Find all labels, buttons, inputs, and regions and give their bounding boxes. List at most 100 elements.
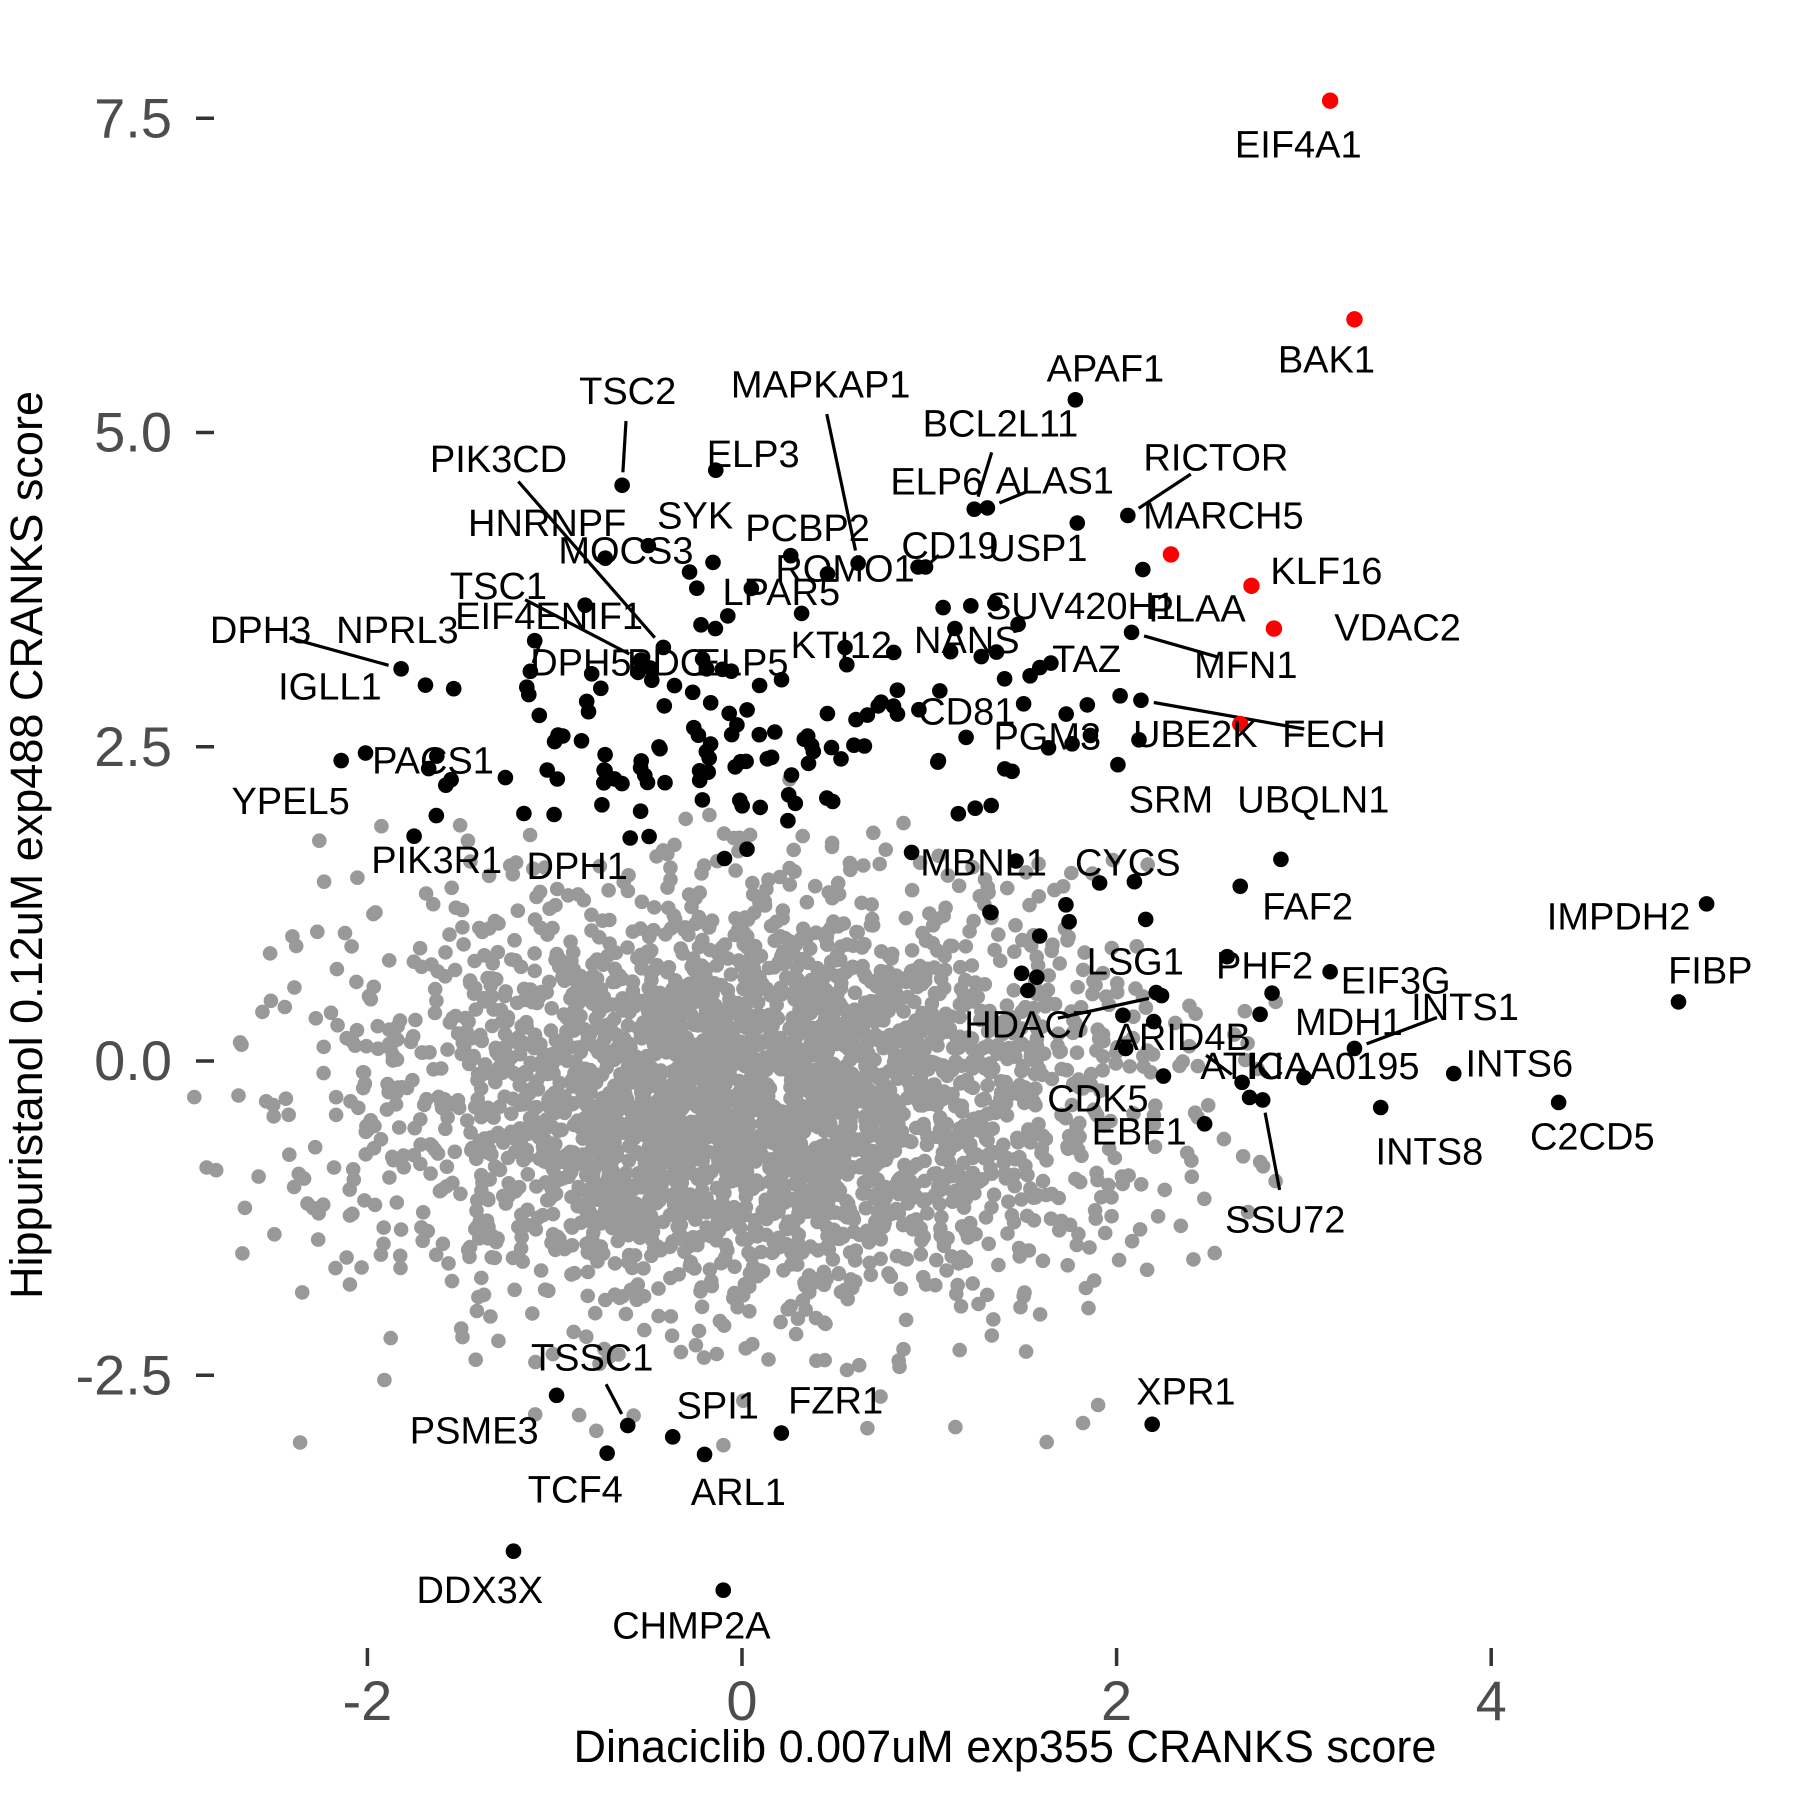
background-data-point: [1184, 1169, 1200, 1184]
background-data-point: [748, 1154, 763, 1169]
gene-label-MBNL1: MBNL1: [920, 842, 1047, 884]
background-data-point: [788, 1326, 804, 1342]
background-data-point: [691, 909, 707, 925]
background-data-point: [590, 1254, 605, 1269]
background-data-point: [1108, 1056, 1124, 1071]
background-data-point: [1157, 1182, 1172, 1198]
background-data-point: [589, 1020, 604, 1036]
gene-label-TSSC1: TSSC1: [531, 1338, 653, 1380]
label-leader-line: [289, 636, 390, 667]
background-data-point: [978, 1131, 994, 1147]
gene-label-INTS1: INTS1: [1411, 987, 1519, 1029]
background-data-point: [772, 1030, 788, 1046]
gene-point-BCL2L11: [966, 501, 983, 517]
label-leader-line: [517, 480, 657, 639]
background-data-point: [966, 1111, 981, 1127]
hit-data-point: [958, 729, 974, 746]
background-data-point: [1090, 1022, 1106, 1037]
background-data-point: [625, 1178, 640, 1194]
background-data-point: [893, 1281, 909, 1297]
background-data-point: [858, 1030, 874, 1045]
background-data-point: [887, 977, 903, 992]
gene-label-TCF4: TCF4: [528, 1470, 623, 1512]
background-data-point: [1200, 1098, 1216, 1113]
background-data-point: [636, 1148, 652, 1164]
background-data-point: [1039, 1153, 1054, 1168]
gene-point-EBF1: [1196, 1116, 1213, 1132]
background-data-point: [554, 1122, 569, 1138]
background-data-point: [618, 997, 634, 1012]
background-data-point: [965, 1276, 980, 1291]
background-data-point: [468, 1352, 484, 1367]
background-data-point: [910, 979, 925, 995]
background-data-point: [463, 854, 478, 869]
background-data-point: [905, 1222, 921, 1237]
background-data-point: [799, 1104, 815, 1120]
background-data-point: [529, 889, 544, 905]
gene-point-ARID4B: [1234, 1074, 1250, 1091]
background-data-point: [850, 1140, 866, 1156]
background-data-point: [592, 858, 608, 874]
background-data-point: [807, 878, 823, 894]
background-data-point: [486, 1110, 501, 1125]
background-data-point: [830, 1016, 846, 1032]
background-data-point: [1235, 1149, 1251, 1164]
background-data-point: [475, 1066, 491, 1082]
background-data-point: [943, 1009, 959, 1024]
background-data-point: [310, 1232, 326, 1247]
background-data-point: [294, 1285, 310, 1300]
background-data-point: [1001, 1040, 1017, 1056]
background-data-point: [679, 1154, 695, 1169]
background-data-point: [1133, 1177, 1149, 1192]
background-data-point: [654, 1065, 670, 1080]
hit-data-point: [983, 797, 999, 814]
background-data-point: [413, 1156, 428, 1172]
background-data-point: [666, 1166, 681, 1181]
background-data-point: [312, 833, 327, 848]
background-data-point: [962, 1215, 978, 1231]
gene-label-CD81: CD81: [918, 692, 1015, 734]
background-data-point: [366, 979, 382, 995]
background-data-point: [847, 1026, 863, 1041]
background-data-point: [412, 940, 428, 956]
background-data-point: [1071, 1226, 1086, 1242]
background-data-point: [699, 961, 714, 977]
background-data-point: [876, 1198, 892, 1214]
gene-point-XPR1: [1144, 1416, 1160, 1433]
background-data-point: [809, 1094, 825, 1109]
gene-label-PSME3: PSME3: [410, 1411, 539, 1453]
background-data-point: [862, 997, 878, 1013]
hit-data-point: [596, 775, 612, 791]
background-data-point: [791, 1210, 806, 1226]
background-data-point: [702, 807, 717, 823]
background-data-point: [370, 1018, 386, 1034]
background-data-point: [927, 1077, 942, 1092]
data-point: [1241, 1089, 1258, 1106]
background-data-point: [1184, 1153, 1199, 1168]
hit-data-point: [516, 805, 532, 822]
background-data-point: [854, 940, 870, 955]
background-data-point: [1055, 879, 1071, 894]
background-data-point: [328, 1107, 344, 1123]
background-data-point: [1182, 998, 1197, 1014]
background-data-point: [651, 1185, 666, 1200]
background-data-point: [608, 945, 624, 960]
background-data-point: [460, 1242, 476, 1258]
background-data-point: [817, 1191, 833, 1206]
background-data-point: [310, 924, 325, 940]
hit-data-point: [721, 705, 737, 722]
background-data-point: [740, 981, 756, 997]
background-data-point: [634, 894, 650, 910]
background-data-point: [960, 1182, 975, 1198]
background-data-point: [620, 1018, 636, 1033]
background-data-point: [812, 1028, 828, 1044]
gene-label-PIK3CD: PIK3CD: [430, 439, 567, 481]
background-data-point: [495, 1188, 511, 1204]
background-data-point: [677, 1244, 692, 1259]
background-data-point: [596, 957, 611, 972]
background-data-point: [263, 993, 279, 1009]
y-tick-label: -2.5: [76, 1343, 173, 1406]
background-data-point: [795, 981, 810, 997]
background-data-point: [696, 858, 712, 873]
background-data-point: [392, 1013, 408, 1028]
